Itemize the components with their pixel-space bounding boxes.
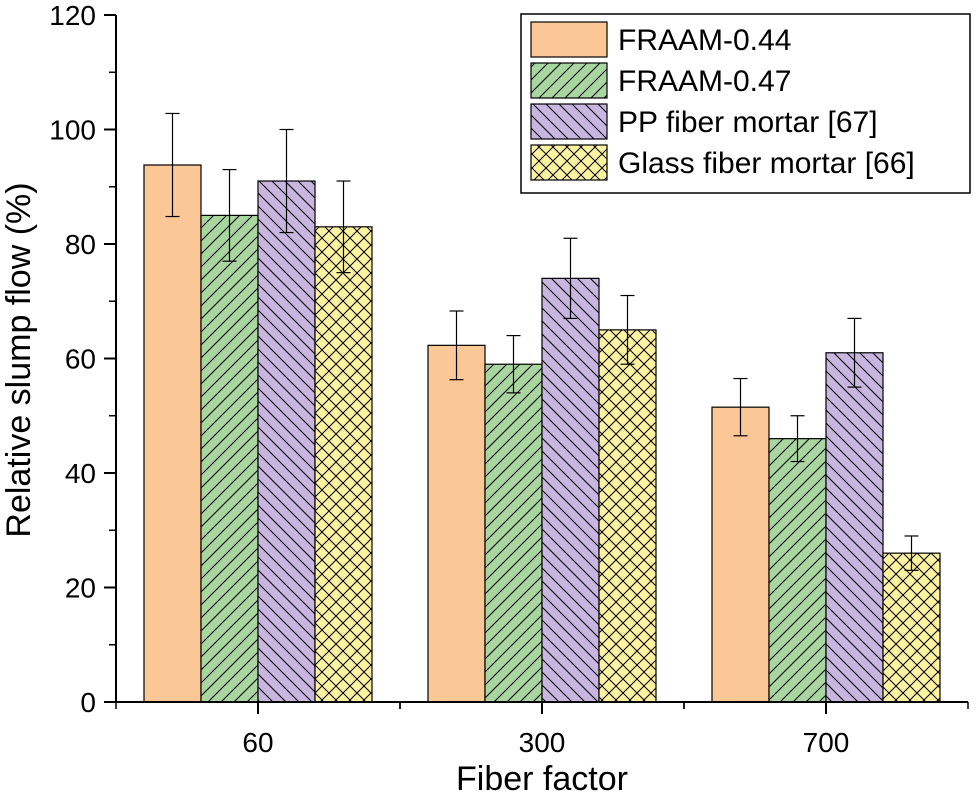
x-axis-label: Fiber factor <box>456 760 628 796</box>
bar <box>144 164 201 702</box>
x-tick-label: 700 <box>803 727 850 758</box>
bar <box>428 345 485 702</box>
legend-swatch-outline <box>530 62 608 99</box>
legend-label: Glass fiber mortar [66] <box>618 147 915 180</box>
legend-swatch-hatch <box>531 145 607 180</box>
legend-swatch <box>531 22 607 57</box>
bar <box>712 407 769 702</box>
legend-swatch-hatch <box>531 104 607 139</box>
y-tick-label: 80 <box>65 229 96 260</box>
legend-swatch-hatch <box>531 63 607 98</box>
axis-ticks: 0 20 40 60 80 100 120 60 300 700 <box>49 0 969 758</box>
bar-hatch <box>769 438 826 702</box>
legend: FRAAM-0.44 FRAAM-0.47 PP fiber mortar [67]… <box>520 13 971 194</box>
y-tick-label: 100 <box>49 115 96 146</box>
bar-hatch <box>883 553 940 702</box>
plot-area <box>143 112 941 703</box>
y-tick-label: 20 <box>65 573 96 604</box>
y-tick-label: 0 <box>80 687 96 718</box>
legend-swatch-outline <box>530 144 608 181</box>
bar-hatch <box>542 278 599 702</box>
legend-swatch-outline <box>530 103 608 140</box>
x-tick-label: 60 <box>242 727 273 758</box>
bar-hatch <box>599 329 656 702</box>
x-tick-label: 300 <box>519 727 566 758</box>
legend-label: FRAAM-0.44 <box>618 24 791 57</box>
y-tick-label: 120 <box>49 0 96 31</box>
bar-hatch <box>485 364 542 702</box>
bar-hatch <box>201 215 258 702</box>
legend-label: PP fiber mortar [67] <box>618 106 878 139</box>
bar-hatch <box>258 181 315 702</box>
bar-hatch <box>315 226 372 702</box>
legend-label: FRAAM-0.47 <box>618 65 791 98</box>
y-tick-label: 60 <box>65 344 96 375</box>
legend-swatch-outline <box>530 21 608 58</box>
y-tick-label: 40 <box>65 458 96 489</box>
y-axis-label: Relative slump flow (%) <box>0 182 38 537</box>
bar-hatch <box>826 352 883 702</box>
